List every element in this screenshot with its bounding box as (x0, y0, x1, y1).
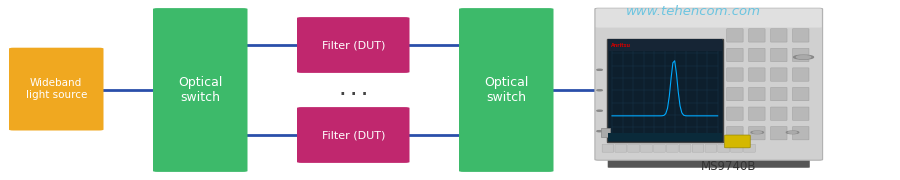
FancyBboxPatch shape (705, 144, 716, 152)
FancyBboxPatch shape (770, 107, 787, 120)
FancyBboxPatch shape (770, 29, 787, 42)
FancyBboxPatch shape (615, 144, 626, 152)
FancyBboxPatch shape (793, 127, 809, 140)
FancyBboxPatch shape (743, 144, 755, 152)
FancyBboxPatch shape (770, 127, 787, 140)
FancyBboxPatch shape (731, 144, 742, 152)
FancyBboxPatch shape (608, 159, 810, 168)
FancyBboxPatch shape (749, 107, 765, 120)
Circle shape (597, 69, 602, 70)
Text: Optical
switch: Optical switch (484, 76, 528, 104)
Text: Filter (DUT): Filter (DUT) (321, 130, 385, 140)
Circle shape (787, 131, 798, 134)
FancyBboxPatch shape (595, 8, 823, 160)
FancyBboxPatch shape (726, 48, 743, 62)
FancyBboxPatch shape (749, 29, 765, 42)
FancyBboxPatch shape (749, 48, 765, 62)
FancyBboxPatch shape (602, 144, 614, 152)
FancyBboxPatch shape (596, 8, 822, 28)
Circle shape (752, 131, 763, 134)
FancyBboxPatch shape (297, 17, 410, 73)
Text: Wideband
light source: Wideband light source (25, 78, 87, 100)
FancyBboxPatch shape (726, 68, 743, 81)
FancyBboxPatch shape (601, 128, 609, 137)
FancyBboxPatch shape (641, 144, 652, 152)
FancyBboxPatch shape (608, 39, 722, 51)
FancyBboxPatch shape (793, 87, 809, 101)
FancyBboxPatch shape (749, 127, 765, 140)
FancyBboxPatch shape (726, 107, 743, 120)
Circle shape (597, 110, 602, 111)
FancyBboxPatch shape (718, 144, 730, 152)
FancyBboxPatch shape (793, 107, 809, 120)
Circle shape (796, 56, 811, 58)
FancyBboxPatch shape (793, 68, 809, 81)
Text: . . .: . . . (340, 82, 367, 98)
Circle shape (597, 90, 602, 91)
FancyBboxPatch shape (770, 48, 787, 62)
FancyBboxPatch shape (153, 8, 248, 172)
FancyBboxPatch shape (749, 87, 765, 101)
Circle shape (794, 55, 814, 59)
FancyBboxPatch shape (793, 48, 809, 62)
FancyBboxPatch shape (666, 144, 678, 152)
Text: Filter (DUT): Filter (DUT) (321, 40, 385, 50)
FancyBboxPatch shape (607, 39, 723, 142)
FancyBboxPatch shape (9, 48, 104, 130)
FancyBboxPatch shape (770, 68, 787, 81)
FancyBboxPatch shape (628, 144, 640, 152)
FancyBboxPatch shape (726, 87, 743, 101)
FancyBboxPatch shape (297, 107, 410, 163)
FancyBboxPatch shape (726, 127, 743, 140)
FancyBboxPatch shape (724, 135, 751, 148)
FancyBboxPatch shape (749, 68, 765, 81)
Text: Anritsu: Anritsu (611, 43, 631, 48)
FancyBboxPatch shape (608, 133, 722, 141)
Text: Optical
switch: Optical switch (178, 76, 222, 104)
FancyBboxPatch shape (770, 87, 787, 101)
Circle shape (597, 131, 602, 132)
FancyBboxPatch shape (692, 144, 704, 152)
FancyBboxPatch shape (680, 144, 691, 152)
FancyBboxPatch shape (459, 8, 554, 172)
Text: MS9740B: MS9740B (701, 160, 757, 173)
FancyBboxPatch shape (793, 29, 809, 42)
FancyBboxPatch shape (726, 29, 743, 42)
Circle shape (753, 132, 761, 133)
Circle shape (788, 132, 796, 133)
FancyBboxPatch shape (653, 144, 665, 152)
Text: www.tehencom.com: www.tehencom.com (626, 5, 760, 18)
